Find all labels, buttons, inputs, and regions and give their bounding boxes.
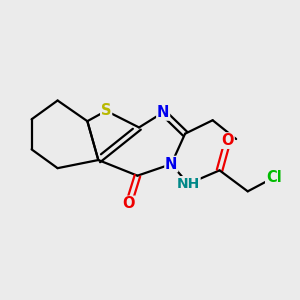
Text: O: O: [221, 133, 234, 148]
Text: Cl: Cl: [266, 170, 282, 185]
Text: O: O: [122, 196, 135, 211]
Text: N: N: [165, 157, 178, 172]
Text: N: N: [157, 105, 169, 120]
Text: S: S: [101, 103, 111, 118]
Text: NH: NH: [177, 177, 200, 191]
